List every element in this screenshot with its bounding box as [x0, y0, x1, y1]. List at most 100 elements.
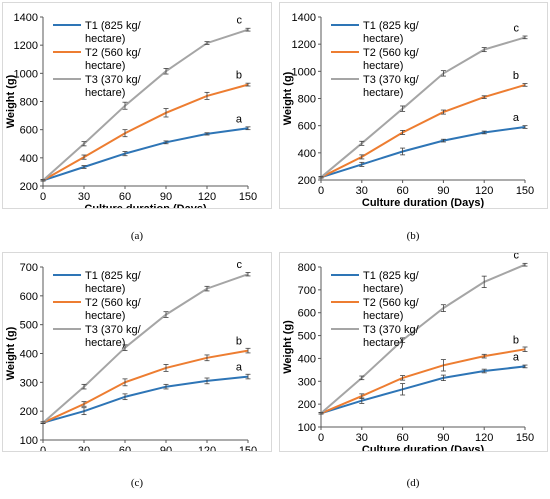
legend-label-t2: T2 (560 kg/: [363, 47, 420, 59]
x-tick-label: 120: [198, 191, 216, 203]
x-tick-label: 150: [239, 445, 257, 451]
significance-letter-a: a: [236, 362, 243, 374]
legend-label-t2-cont: hectare): [85, 60, 125, 72]
legend-label-t2-cont: hectare): [85, 310, 125, 322]
chart-b: 200 400 600 800 1000 1200 1400 0 30 60 90 120 150 Cul…: [282, 12, 534, 209]
y-axis-title: Weight (g): [5, 74, 17, 128]
legend-label-t3: T3 (370 kg/: [85, 74, 142, 86]
x-tick-label: 60: [119, 191, 131, 203]
caption-c: (c): [130, 477, 144, 489]
series-line-t2: [320, 83, 526, 179]
y-tick-label: 1200: [14, 40, 38, 52]
x-axis-title: Culture duration (Days): [362, 197, 485, 208]
legend-label-t3-cont: hectare): [363, 87, 403, 99]
chart-c: 1002003004005006007000306090120150Cultur…: [5, 259, 257, 469]
series-line-t1: [42, 127, 249, 182]
x-tick-label: 120: [475, 185, 493, 197]
y-tick-label: 100: [20, 435, 38, 447]
x-tick-label: 90: [160, 191, 172, 203]
y-tick-label: 200: [20, 181, 38, 193]
chart-a: 200 400 600 800 1000 1200 1400 0 30 60 90 120 150 Cul…: [5, 12, 257, 215]
y-tick-label: 800: [298, 94, 316, 106]
y-axis-title: Weight (g): [5, 326, 17, 380]
x-tick-label: 0: [40, 445, 46, 451]
legend-label-t2: T2 (560 kg/: [85, 47, 142, 59]
x-tick-label: 30: [356, 432, 368, 444]
series-line-t1: [320, 365, 526, 415]
series-line-t3: [42, 28, 249, 182]
y-tick-label: 800: [20, 97, 38, 109]
x-tick-label: 90: [160, 445, 172, 451]
y-tick-label: 300: [20, 377, 38, 389]
y-tick-label: 300: [298, 376, 316, 388]
series-line-t1: [42, 375, 249, 424]
caption-d: (d): [406, 477, 420, 489]
x-tick-label: 0: [318, 185, 324, 197]
y-tick-label: 1000: [14, 68, 38, 80]
legend-label-t1-cont: hectare): [363, 283, 403, 295]
y-tick-label: 200: [298, 175, 316, 187]
significance-letter-a: a: [513, 112, 520, 124]
legend-label-t1: T1 (825 kg/: [363, 20, 420, 32]
significance-letter-b: b: [513, 70, 519, 82]
series-line-t3: [320, 263, 526, 415]
caption-a: (a): [130, 230, 144, 242]
y-tick-label: 200: [298, 399, 316, 411]
panel-b: 200 400 600 800 1000 1200 1400 0 30 60 90 120 150 Cul…: [279, 2, 548, 209]
x-axis-title: Culture duration (Days): [362, 444, 485, 451]
y-tick-label: 600: [298, 121, 316, 133]
y-axis-title: Weight (g): [282, 320, 294, 374]
significance-letter-b: b: [236, 336, 242, 348]
legend-label-t1-cont: hectare): [85, 283, 125, 295]
y-tick-label: 700: [298, 285, 316, 297]
x-tick-label: 60: [119, 445, 131, 451]
legend-label-t3-cont: hectare): [85, 337, 125, 349]
legend-label-t3-cont: hectare): [85, 87, 125, 99]
legend-label-t1-cont: hectare): [363, 33, 403, 45]
x-axis-title: Culture duration (Days): [84, 203, 207, 208]
legend-label-t3: T3 (370 kg/: [85, 324, 142, 336]
x-tick-label: 90: [437, 185, 449, 197]
x-tick-label: 0: [40, 191, 46, 203]
significance-letter-c: c: [237, 259, 243, 271]
panel-d: 100 200 300 400 500 600 700 800 0 30 60 90 120 150 Cul…: [279, 250, 548, 456]
legend-label-t1: T1 (825 kg/: [85, 20, 142, 32]
legend-label-t1-cont: hectare): [85, 33, 125, 45]
y-tick-label: 100: [298, 422, 316, 434]
x-tick-label: 150: [239, 191, 257, 203]
y-axis-title: Weight (g): [282, 71, 294, 125]
legend-label-t3: T3 (370 kg/: [363, 324, 420, 336]
x-tick-label: 90: [437, 432, 449, 444]
x-tick-label: 150: [516, 432, 534, 444]
x-tick-label: 120: [475, 432, 493, 444]
series-line-t2: [320, 348, 526, 415]
significance-letter-c: c: [237, 15, 243, 27]
legend-label-t1: T1 (825 kg/: [85, 270, 142, 282]
y-tick-label: 1000: [292, 66, 316, 78]
series-line-t2: [42, 83, 249, 182]
x-tick-label: 60: [396, 432, 408, 444]
significance-letter-a: a: [513, 351, 520, 363]
significance-letter-a: a: [236, 113, 243, 125]
legend-label-t2: T2 (560 kg/: [363, 297, 420, 309]
legend-label-t2: T2 (560 kg/: [85, 297, 142, 309]
x-tick-label: 60: [396, 185, 408, 197]
y-tick-label: 700: [20, 262, 38, 274]
x-tick-label: 30: [356, 185, 368, 197]
x-tick-label: 0: [318, 432, 324, 444]
legend-label-t2-cont: hectare): [363, 310, 403, 322]
y-tick-label: 1400: [292, 12, 316, 24]
y-tick-label: 1200: [292, 39, 316, 51]
panel-a: 200 400 600 800 1000 1200 1400 0 30 60 90 120 150 Cul…: [2, 2, 272, 215]
y-tick-label: 400: [298, 148, 316, 160]
significance-letter-b: b: [236, 70, 242, 82]
significance-letter-b: b: [513, 334, 519, 346]
significance-letter-c: c: [514, 22, 520, 34]
y-tick-label: 600: [298, 308, 316, 320]
panel-c: 1002003004005006007000306090120150Cultur…: [2, 252, 272, 469]
y-tick-label: 400: [298, 353, 316, 365]
y-tick-label: 200: [20, 406, 38, 418]
series-line-t3: [42, 273, 249, 424]
y-tick-label: 400: [20, 153, 38, 165]
caption-b: (b): [406, 230, 420, 242]
